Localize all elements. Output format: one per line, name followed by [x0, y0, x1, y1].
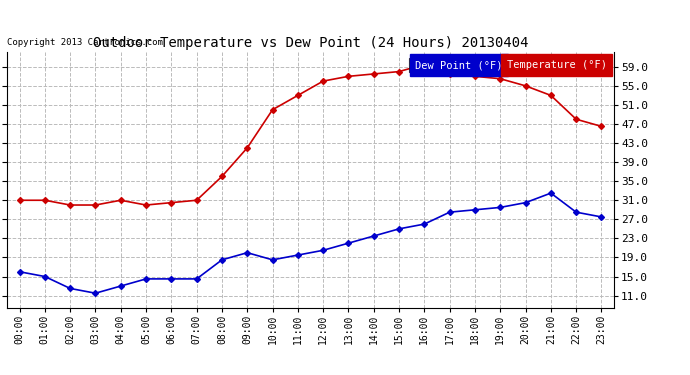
Legend: Dew Point (°F), Temperature (°F): Dew Point (°F), Temperature (°F): [409, 58, 609, 72]
Title: Outdoor Temperature vs Dew Point (24 Hours) 20130404: Outdoor Temperature vs Dew Point (24 Hou…: [92, 36, 529, 50]
Text: Copyright 2013 Cartronics.com: Copyright 2013 Cartronics.com: [7, 38, 163, 47]
